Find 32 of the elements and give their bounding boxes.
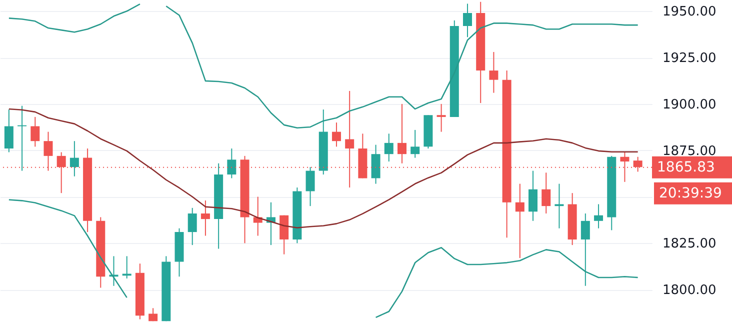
candlestick [4,109,14,153]
candlestick [306,166,315,207]
text: 20:39:39 [659,185,722,202]
y-tick-label: 1900.00 [662,97,716,112]
candlestick [397,103,406,164]
candlestick [332,122,341,148]
candlestick [463,3,472,38]
candlestick [70,140,79,177]
candlestick [554,183,564,229]
ref-line-label: 1865.83 [657,159,715,176]
y-tick-label: 1825.00 [662,236,716,252]
candlestick [253,196,262,236]
candlestick [200,200,210,236]
y-tick-label: 1950.00 [662,4,716,20]
candlestick [384,133,394,162]
candlestick [528,170,538,222]
y-tick-label: 1875.00 [662,144,716,159]
candlestick [594,204,604,229]
candlestick [188,207,197,246]
candlestick [148,308,158,322]
candlestick [489,51,498,94]
candlestick [109,256,118,286]
candlestick [410,129,420,158]
y-tick-label: 1800.00 [662,283,716,298]
candlestick [227,148,236,179]
candlestick [580,212,590,286]
candlestick [436,103,446,132]
y-tick-label: 1925.00 [662,51,716,66]
line-series [8,108,638,228]
candlestick [542,172,551,214]
candlestick [515,183,524,259]
candlestick [30,116,40,148]
